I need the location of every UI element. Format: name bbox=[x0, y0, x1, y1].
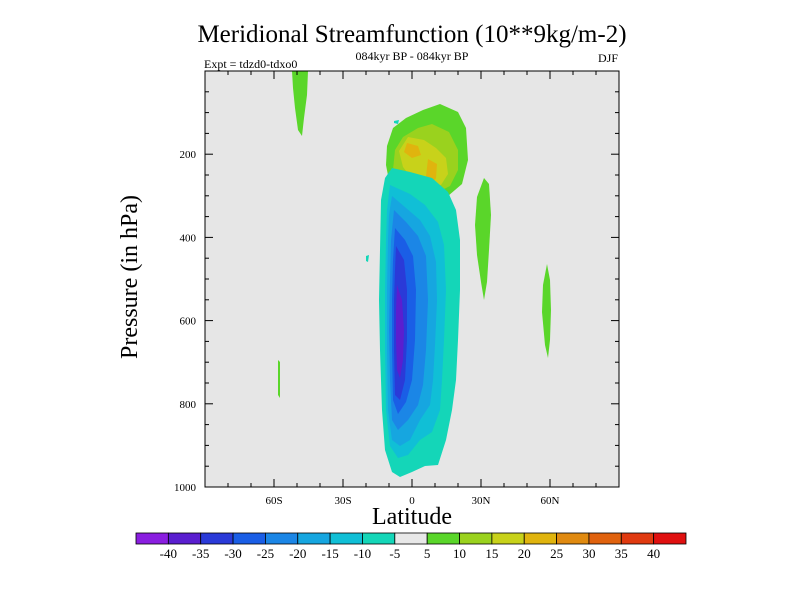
contour-patch-55s bbox=[292, 71, 308, 136]
colorbar-label: 20 bbox=[518, 546, 531, 561]
contour-fields bbox=[278, 71, 551, 477]
y-tick-label: 800 bbox=[180, 399, 197, 411]
contour-patch-30n bbox=[475, 178, 491, 300]
colorbar-label: 25 bbox=[550, 546, 563, 561]
colorbar-label: 35 bbox=[615, 546, 628, 561]
y-tick-label: 400 bbox=[180, 232, 197, 244]
x-tick-labels: 60S 30S 0 30N 60N bbox=[265, 495, 559, 507]
colorbar-box bbox=[394, 532, 428, 545]
colorbar-box bbox=[329, 532, 363, 545]
colorbar-box bbox=[297, 532, 331, 545]
colorbar-label: -5 bbox=[389, 546, 400, 561]
colorbar-box bbox=[200, 532, 234, 545]
colorbar-box bbox=[135, 532, 169, 545]
colorbar-box bbox=[523, 532, 557, 545]
contour-upper-pos-20 bbox=[404, 143, 437, 186]
colorbar-label: -20 bbox=[289, 546, 306, 561]
colorbar-box bbox=[459, 532, 493, 545]
chart-subtitle: 084kyr BP - 084kyr BP bbox=[356, 49, 469, 63]
colorbar-box bbox=[362, 532, 396, 545]
x-tick-label: 60S bbox=[265, 495, 282, 507]
colorbar-box bbox=[265, 532, 299, 545]
colorbar-box bbox=[491, 532, 525, 545]
y-tick-labels: 200 400 600 800 1000 bbox=[174, 149, 197, 494]
colorbar-label: -25 bbox=[257, 546, 274, 561]
colorbar-box bbox=[556, 532, 590, 545]
contour-lower-neg-35 bbox=[396, 285, 404, 378]
colorbar-label: 10 bbox=[453, 546, 466, 561]
axis-ticks bbox=[205, 71, 619, 488]
contour-patch-60s bbox=[278, 360, 280, 398]
experiment-label: Expt = tdzd0-tdxo0 bbox=[204, 57, 297, 71]
colorbar-box bbox=[426, 532, 460, 545]
colorbar-box bbox=[620, 532, 655, 545]
colorbar bbox=[135, 532, 687, 545]
colorbar-box bbox=[232, 532, 266, 545]
chart-title: Meridional Streamfunction (10**9kg/m-2) bbox=[197, 21, 626, 48]
season-label: DJF bbox=[598, 51, 618, 65]
colorbar-box bbox=[167, 532, 202, 545]
y-tick-label: 1000 bbox=[174, 482, 197, 494]
colorbar-label: -30 bbox=[224, 546, 241, 561]
colorbar-label: -40 bbox=[160, 546, 177, 561]
colorbar-label: 30 bbox=[582, 546, 595, 561]
x-axis-title: Latitude bbox=[372, 504, 452, 530]
colorbar-label: 15 bbox=[485, 546, 498, 561]
colorbar-label: 40 bbox=[647, 546, 660, 561]
colorbar-label: -15 bbox=[321, 546, 338, 561]
x-tick-label: 0 bbox=[409, 495, 415, 507]
x-tick-label: 30S bbox=[334, 495, 351, 507]
colorbar-label: -10 bbox=[354, 546, 371, 561]
y-tick-label: 600 bbox=[180, 316, 197, 328]
y-axis-title: Pressure (in hPa) bbox=[117, 195, 143, 359]
y-tick-label: 200 bbox=[180, 149, 197, 161]
contour-patch-60n bbox=[542, 264, 551, 358]
x-tick-label: 60N bbox=[541, 495, 560, 507]
colorbar-label: 5 bbox=[424, 546, 431, 561]
x-tick-label: 30N bbox=[472, 495, 491, 507]
colorbar-box bbox=[588, 532, 622, 545]
colorbar-label: -35 bbox=[192, 546, 209, 561]
colorbar-labels: -40 -35 -30 -25 -20 -15 -10 -5 5 10 15 20 25 30 35 40 bbox=[160, 546, 660, 561]
colorbar-box bbox=[653, 532, 687, 545]
